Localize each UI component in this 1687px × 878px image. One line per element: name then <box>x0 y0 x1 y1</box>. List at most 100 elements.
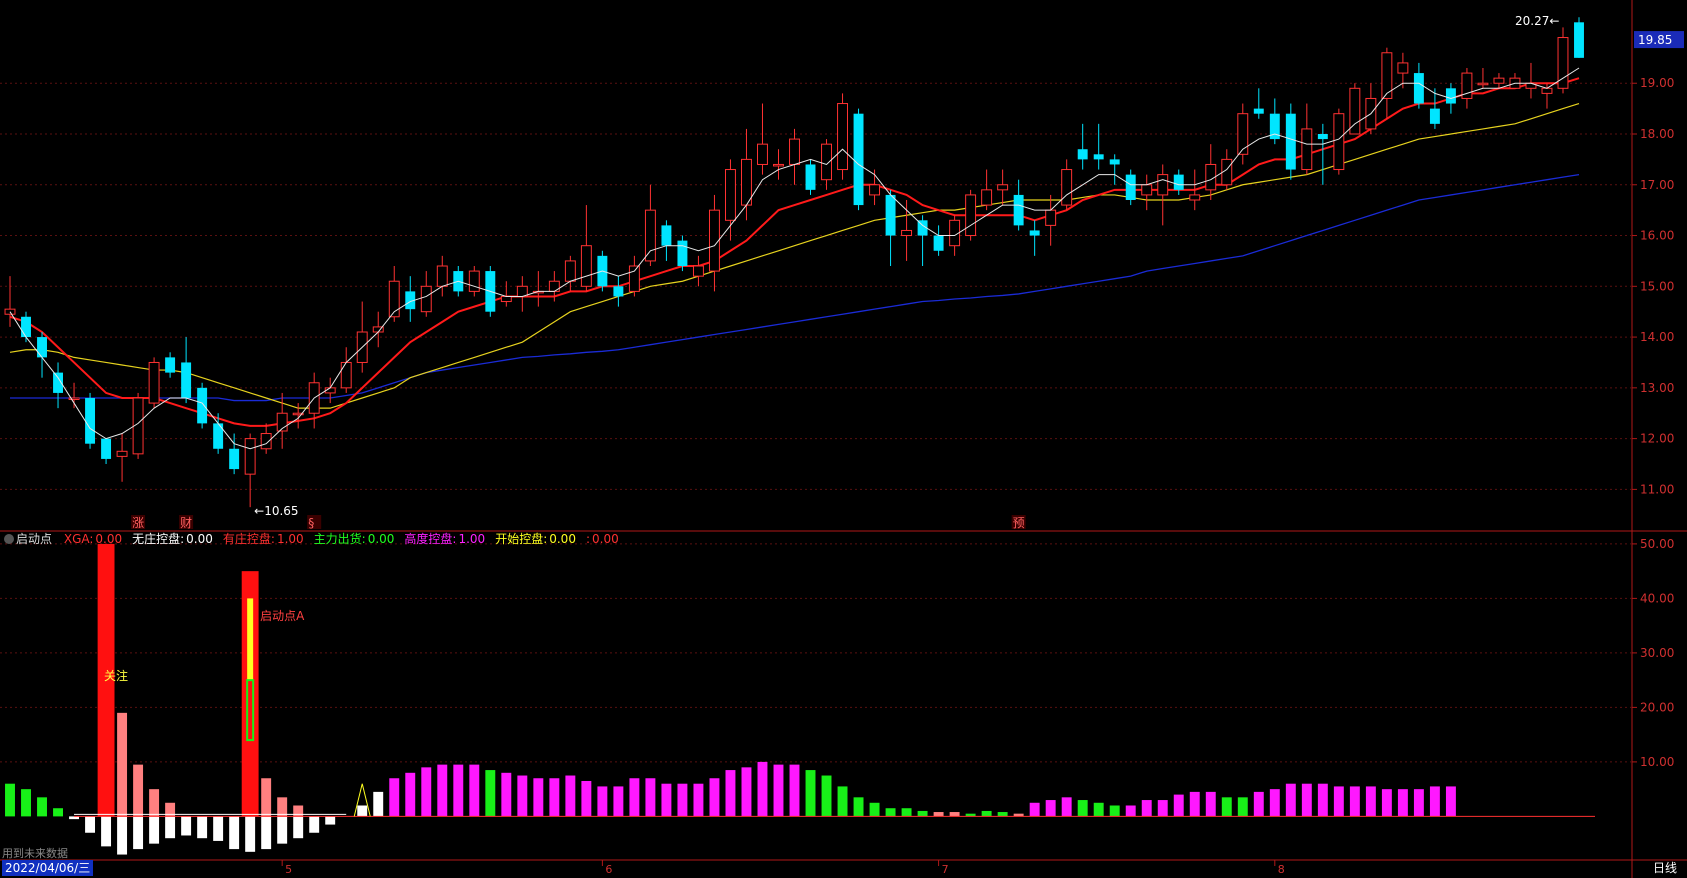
candle-body-up <box>1189 194 1201 201</box>
candle-body-up <box>1141 184 1153 196</box>
indicator-bar <box>1141 800 1152 817</box>
candle-body-down <box>229 448 240 470</box>
indicator-bar <box>917 810 928 817</box>
indicator-spike-bar <box>241 571 259 817</box>
candle-body-up <box>724 169 736 221</box>
candle-body-down <box>1253 108 1264 114</box>
candle-body-down <box>405 291 416 310</box>
main-y-tick-label: 14.00 <box>1640 330 1674 344</box>
indicator-bar <box>629 778 640 817</box>
candle-body-down <box>1574 22 1584 58</box>
main-y-tick-label: 17.00 <box>1640 178 1674 192</box>
indicator-bar <box>965 813 976 817</box>
high-price-label: 20.27← <box>1515 14 1559 28</box>
candle-body-up <box>388 280 400 318</box>
indicator-legend-item: XGA: 0.00 <box>63 532 123 546</box>
indicator-bar <box>37 797 47 817</box>
candle-body-down <box>21 316 31 338</box>
indicator-bar <box>1109 805 1120 817</box>
indicator-bar <box>725 770 736 817</box>
candle-body-up <box>708 209 720 272</box>
indicator-spike-bar <box>293 805 304 817</box>
x-month-label: 6 <box>605 863 612 876</box>
indicator-legend-value: 0.00 <box>549 532 576 546</box>
indicator-bar <box>1253 791 1264 817</box>
indicator-legend-item: :0.00 <box>585 532 619 546</box>
last-price-label: 19.85 <box>1638 33 1672 47</box>
candle-body-up <box>901 229 913 237</box>
last-price-box <box>1634 31 1684 49</box>
candle-body-up <box>68 397 80 400</box>
indicator-y-tick-label: 20.00 <box>1640 700 1674 714</box>
candle-body-up <box>1157 174 1169 196</box>
candle-body-down <box>85 398 96 444</box>
candle-body-up <box>1237 113 1249 155</box>
indicator-y-tick-label: 10.00 <box>1640 755 1674 769</box>
main-y-tick-label: 16.00 <box>1640 229 1674 243</box>
indicator-bar <box>1205 791 1216 817</box>
indicator-legend-item: 有庄控盘: 1.00 <box>222 532 304 546</box>
candle-body-down <box>1077 149 1088 160</box>
main-y-tick-label: 18.00 <box>1640 127 1674 141</box>
candle-body-up <box>468 270 480 292</box>
candle-body-up <box>757 143 768 165</box>
indicator-bar <box>1365 786 1376 817</box>
indicator-bar <box>933 812 944 817</box>
indicator-bar <box>117 816 128 855</box>
candle-body-up <box>4 308 16 315</box>
indicator-bar <box>533 778 544 817</box>
future-data-note: 用到未来数据 <box>2 847 68 860</box>
indicator-bar <box>981 810 992 817</box>
candle-body-up <box>1461 72 1473 99</box>
indicator-y-tick-label: 40.00 <box>1640 591 1674 605</box>
candle-body-down <box>933 235 944 251</box>
candle-body-up <box>821 143 832 181</box>
candle-body-up <box>741 158 752 206</box>
indicator-annotation: 启动点A <box>260 609 305 623</box>
indicator-bar <box>1013 813 1024 817</box>
candle-body-up <box>1381 52 1393 99</box>
indicator-bar <box>741 767 752 817</box>
indicator-bar <box>869 802 880 817</box>
indicator-legend-value: 1.00 <box>458 532 486 546</box>
candle-body-down <box>805 164 816 190</box>
main-y-tick-label: 13.00 <box>1640 381 1674 395</box>
candle-body-up <box>837 103 848 171</box>
ma-red-line <box>9 77 1580 427</box>
candle-body-up <box>1557 37 1569 89</box>
main-y-tick-label: 11.00 <box>1640 482 1674 496</box>
indicator-bar <box>1285 783 1296 817</box>
candle-body-up <box>997 184 1009 191</box>
indicator-bar <box>1189 791 1200 817</box>
main-y-tick-label: 15.00 <box>1640 279 1674 293</box>
indicator-bar <box>1157 800 1168 817</box>
indicator-bar <box>1173 794 1184 817</box>
candle-body-up <box>1397 62 1409 74</box>
ma-blue-line <box>10 173 1580 402</box>
indicator-bar <box>805 770 816 817</box>
candle-body-down <box>1013 194 1024 226</box>
indicator-bar <box>1269 789 1280 817</box>
candle-body-up <box>1045 209 1057 226</box>
indicator-bar <box>885 808 896 817</box>
candle-body-down <box>1173 174 1184 190</box>
collapse-icon[interactable] <box>4 534 14 544</box>
indicator-bar <box>149 816 160 844</box>
start-marker-green <box>246 679 255 742</box>
candle-body-up <box>500 295 512 303</box>
indicator-bar <box>1349 786 1360 817</box>
candle-body-up <box>1061 169 1073 206</box>
candle-body-up <box>644 209 656 262</box>
candle-body-up <box>436 265 448 287</box>
indicator-bar <box>1237 797 1248 817</box>
candle-body-up <box>148 361 160 404</box>
period-selector[interactable]: 日线 <box>1652 861 1677 875</box>
indicator-bar <box>373 791 384 817</box>
candle-body-up <box>965 194 977 237</box>
candle-body-up <box>628 265 640 292</box>
indicator-bar <box>1413 789 1424 817</box>
candle-body-down <box>917 220 928 236</box>
indicator-bar <box>997 812 1008 817</box>
candle-body-up <box>869 184 881 196</box>
